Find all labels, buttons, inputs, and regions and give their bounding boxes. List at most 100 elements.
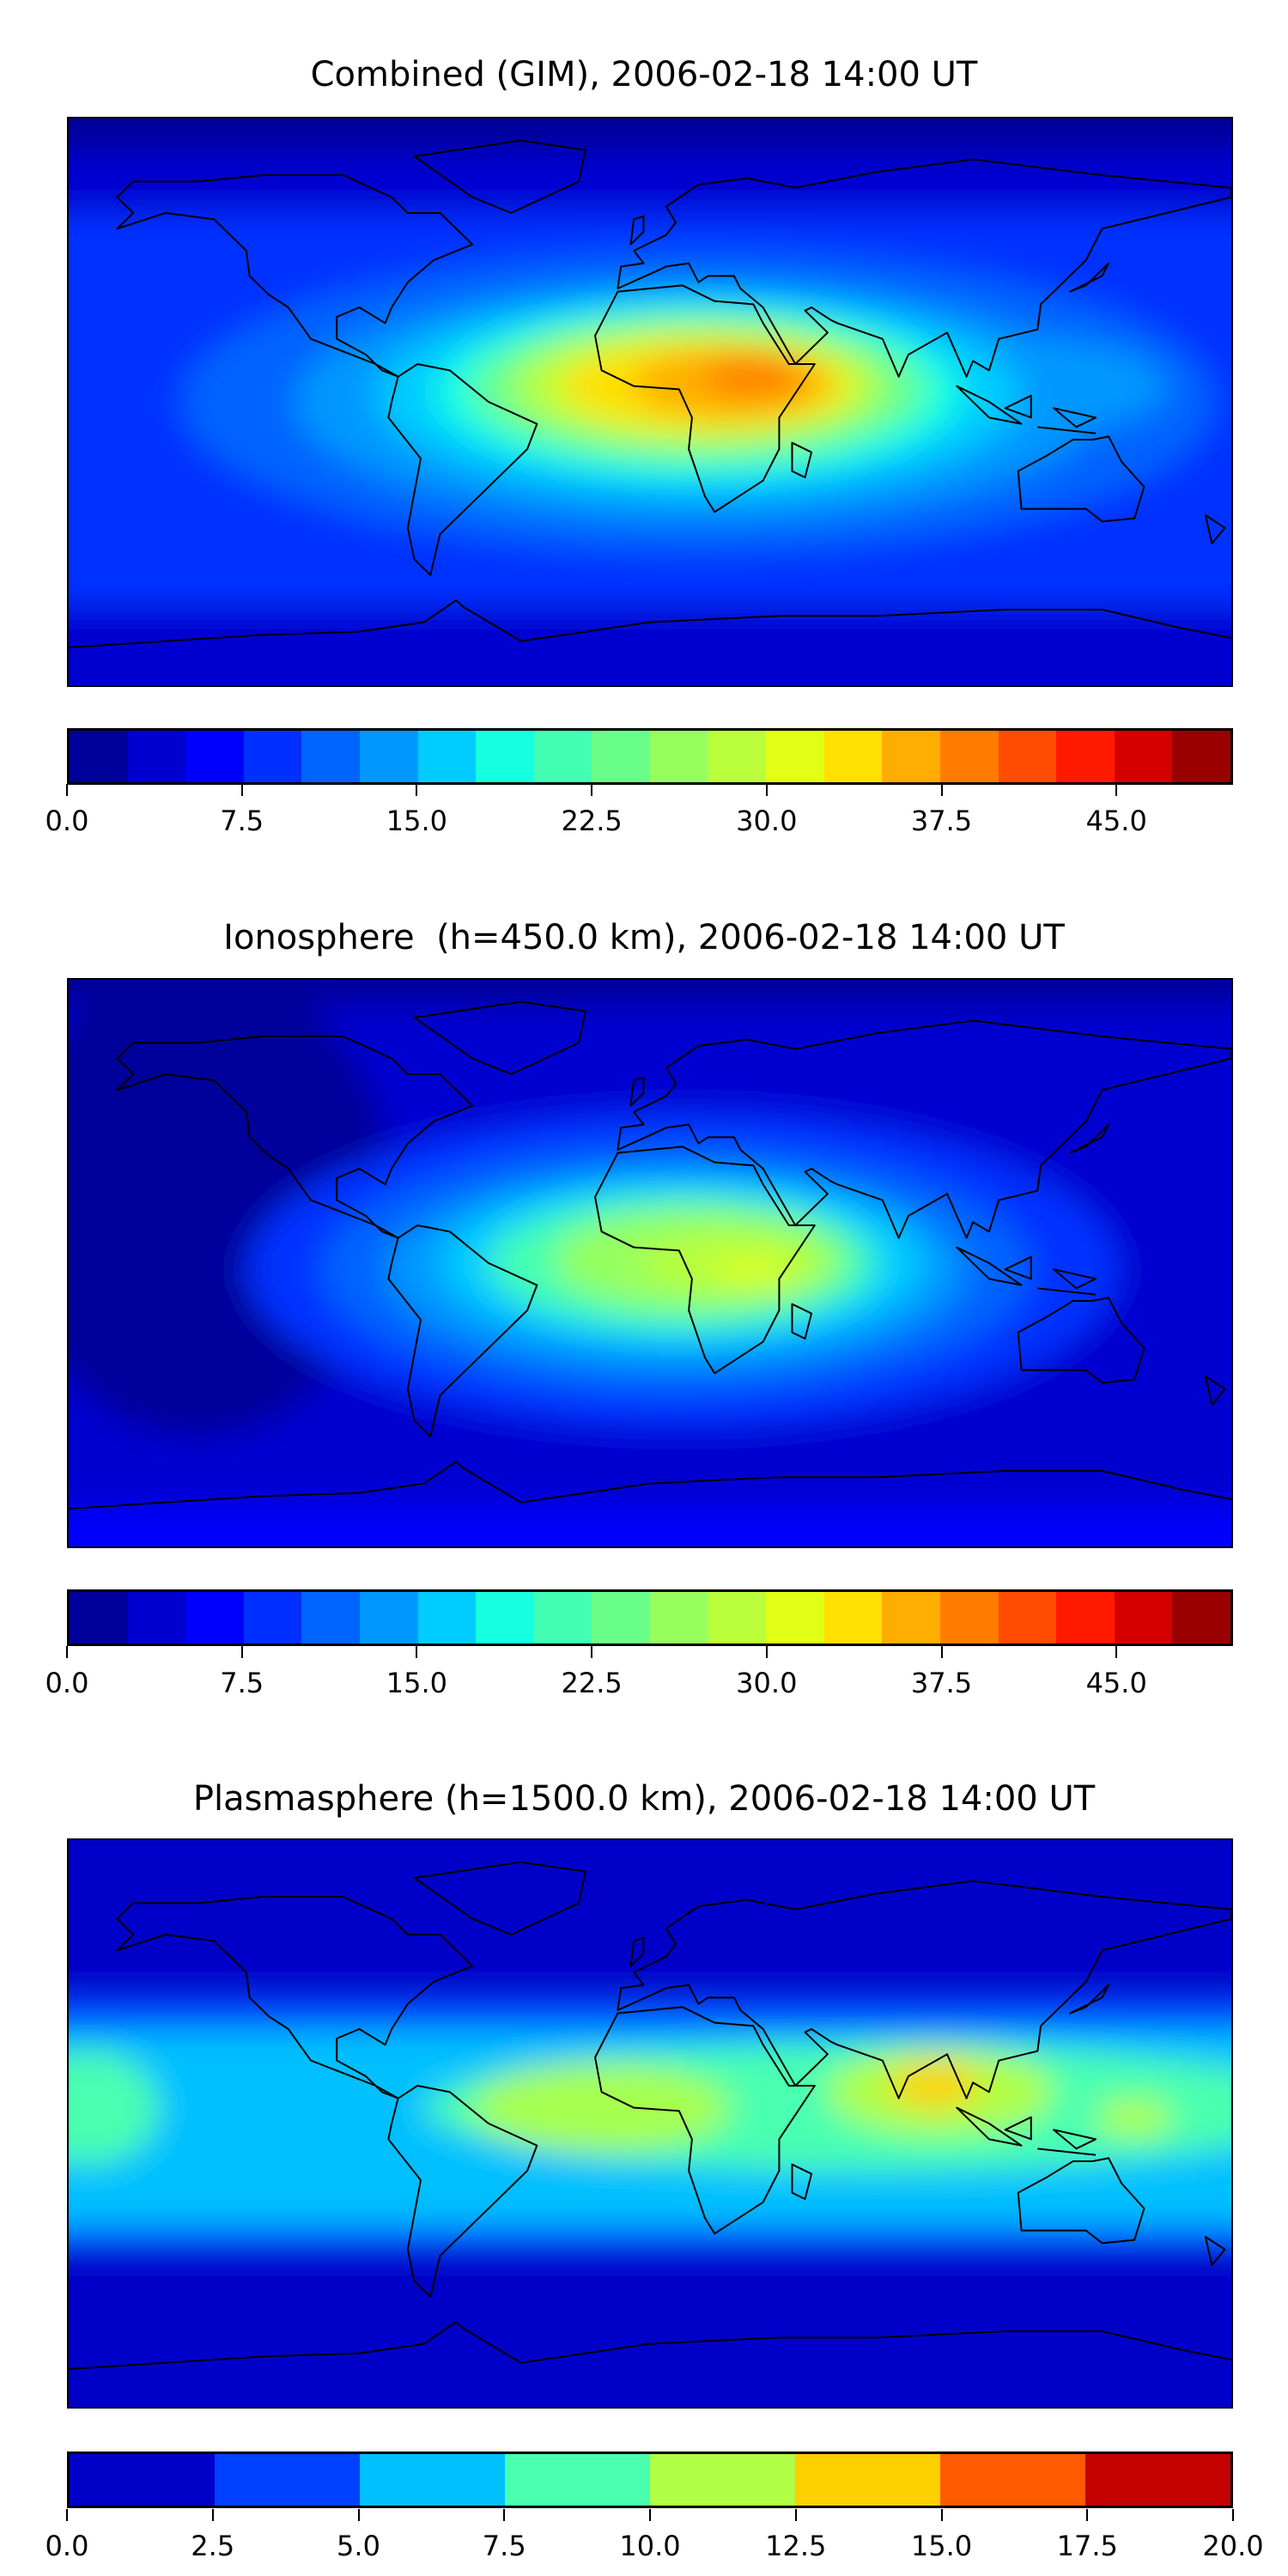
colorbar [67,728,1233,785]
colorbar-segment [708,1592,767,1643]
colorbar-tick-label: 10.0 [619,2530,681,2562]
colorbar-segment [359,731,418,782]
colorbar-segment [185,731,244,782]
colorbar-segment [533,731,592,782]
colorbar-segment [1172,1592,1230,1643]
colorbar-tick-label: 7.5 [482,2530,526,2562]
colorbar-ticks: 0.0 2.5 5.0 7.5 10.0 12.5 15.0 17.5 20.0 [46,2509,1264,2569]
contour-fill [69,980,1231,1546]
colorbar-ticks: 0.0 7.5 15.0 22.5 30.0 37.5 45.0 [46,1646,1233,1706]
colorbar-tick-label: 12.5 [765,2530,827,2562]
chart-title: Ionosphere (h=450.0 km), 2006-02-18 14:0… [223,918,1065,957]
colorbar-tick [1086,2509,1089,2521]
colorbar-tick-label: 7.5 [220,1667,264,1699]
colorbar-tick [765,784,768,796]
colorbar-tick [1232,2509,1234,2521]
colorbar-segment [882,731,940,782]
colorbar-tick [416,784,418,796]
contour-fill [69,118,1231,685]
colorbar-segment [649,731,708,782]
colorbar-ticks: 0.0 7.5 15.0 22.5 30.0 37.5 45.0 [46,784,1233,844]
colorbar-segment [649,1592,708,1643]
colorbar-segment [823,1592,883,1643]
colorbar-segment [301,1592,360,1643]
colorbar-tick [240,784,243,796]
colorbar-tick-label: 7.5 [220,805,264,837]
colorbar-tick [357,2509,360,2521]
colorbar-segment [476,1592,534,1643]
colorbar-tick-label: 30.0 [736,1667,798,1699]
colorbar-tick-label: 0.0 [45,2530,89,2562]
colorbar-tick [1115,784,1118,796]
colorbar-segment [998,1592,1057,1643]
colorbar-tick-label: 30.0 [736,805,798,837]
colorbar-segment [359,1592,418,1643]
colorbar-segment [708,731,767,782]
colorbar-segment [476,731,534,782]
colorbar-tick-label: 37.5 [910,1667,973,1699]
colorbar-segment [215,2454,360,2506]
colorbar-tick-label: 5.0 [337,2530,380,2562]
colorbar-segment [301,731,360,782]
colorbar-tick [416,1646,418,1658]
colorbar-tick-label: 22.5 [561,805,623,837]
colorbar-segment [650,2454,795,2506]
combined-tec-map [67,117,1233,687]
colorbar-segment [417,1592,477,1643]
colorbar-segment [939,731,999,782]
colorbar-segment [882,1592,940,1643]
chart-title: Combined (GIM), 2006-02-18 14:00 UT [310,55,978,94]
colorbar-segment [592,1592,650,1643]
colorbar-segment [533,1592,592,1643]
colorbar-tick-label: 37.5 [910,805,973,837]
colorbar-segment [939,1592,999,1643]
colorbar-segment [243,731,302,782]
colorbar-segment [70,1592,128,1643]
colorbar-tick [649,2509,651,2521]
colorbar-tick-label: 22.5 [561,1667,623,1699]
colorbar-segment [1172,731,1230,782]
colorbar-segment [940,2454,1085,2506]
colorbar-tick-label: 45.0 [1085,1667,1147,1699]
colorbar-tick [211,2509,214,2521]
colorbar-segment [127,1592,186,1643]
colorbar-tick [940,2509,943,2521]
colorbar-segment [998,731,1057,782]
ionosphere-tec-map [67,978,1233,1548]
colorbar-segment [505,2454,650,2506]
colorbar [67,2451,1233,2508]
colorbar-tick [1115,1646,1118,1658]
colorbar-tick [66,1646,68,1658]
colorbar-tick-label: 0.0 [45,805,89,837]
colorbar-tick [591,784,593,796]
colorbar-tick-label: 0.0 [45,1667,89,1699]
colorbar-tick [503,2509,506,2521]
colorbar [67,1589,1233,1646]
colorbar-segment [1114,731,1173,782]
colorbar-segment [795,2454,940,2506]
colorbar-segment [766,731,824,782]
colorbar-tick-label: 20.0 [1202,2530,1264,2562]
colorbar-tick [940,1646,943,1658]
colorbar-tick [940,784,943,796]
colorbar-segment [243,1592,302,1643]
colorbar-tick [66,2509,68,2521]
colorbar-tick-label: 15.0 [386,805,448,837]
colorbar-tick [794,2509,797,2521]
contour-fill [69,1840,1231,2407]
colorbar-tick-label: 15.0 [386,1667,448,1699]
chart-title: Plasmasphere (h=1500.0 km), 2006-02-18 1… [192,1779,1096,1819]
colorbar-tick-label: 17.5 [1056,2530,1118,2562]
colorbar-segment [360,2454,505,2506]
colorbar-tick-label: 2.5 [191,2530,235,2562]
colorbar-segment [70,2454,215,2506]
colorbar-segment [185,1592,244,1643]
colorbar-segment [823,731,883,782]
colorbar-segment [1114,1592,1173,1643]
colorbar-tick-label: 15.0 [910,2530,973,2562]
colorbar-segment [1056,731,1115,782]
colorbar-tick [240,1646,243,1658]
colorbar-segment [592,731,650,782]
colorbar-segment [1056,1592,1115,1643]
plasmasphere-tec-map [67,1838,1233,2409]
